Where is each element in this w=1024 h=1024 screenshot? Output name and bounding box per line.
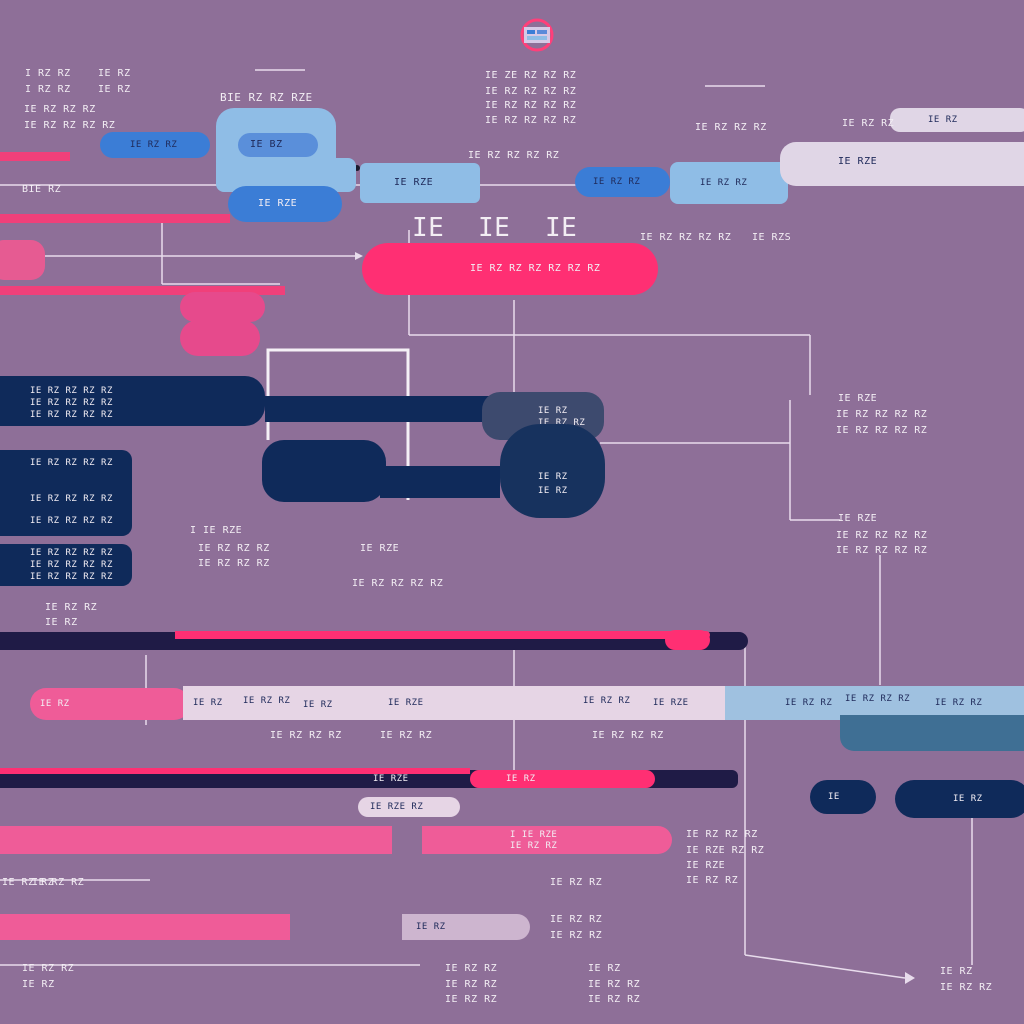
timeline-label-1: IE RZ RZ RZ bbox=[270, 730, 342, 741]
bottom-row-1a: IE RZ RZ bbox=[22, 963, 75, 974]
bottom-label-left: IE RZ RZ bbox=[2, 877, 55, 888]
pink-stack-b bbox=[180, 320, 260, 356]
label-d1: IE ZE RZ RZ RZ bbox=[485, 70, 577, 81]
navy-center-node-b[interactable]: IE RZ IE RZ bbox=[500, 424, 605, 518]
timeline-label-2: IE RZ RZ bbox=[380, 730, 433, 741]
label-h: BIE RZ bbox=[22, 184, 62, 195]
bottom-row-3b: IE RZ RZ bbox=[588, 979, 641, 990]
navy-row-3: IE RZ RZ RZ RZ IE RZ RZ RZ RZ IE RZ RZ R… bbox=[0, 544, 132, 586]
node-blue-top-left[interactable]: IE RZ RZ bbox=[100, 132, 210, 158]
node-right-light[interactable]: IE RZ RZ bbox=[670, 162, 788, 204]
bottom-label-r3: IE RZE bbox=[686, 860, 726, 871]
right-label-3: IE RZ RZ RZ RZ bbox=[836, 425, 928, 436]
bottom-label-left-b: IE RZ RZ bbox=[32, 877, 85, 888]
pink-stripe-2 bbox=[0, 214, 230, 223]
node-right-pale-b[interactable]: IE RZ bbox=[890, 108, 1024, 132]
navy-row-1: IE RZ RZ RZ RZ IE RZ RZ RZ RZ IE RZ RZ R… bbox=[0, 376, 265, 426]
label-d2: IE RZ RZ RZ RZ bbox=[485, 86, 577, 97]
bottom-row-3a: IE RZ bbox=[588, 963, 621, 974]
bottom-row-2b: IE RZ RZ bbox=[445, 979, 498, 990]
label-side-b: IE RZS bbox=[752, 232, 792, 243]
label-d3: IE RZ RZ RZ RZ bbox=[485, 100, 577, 111]
label-right-top: IE RZ RZ bbox=[842, 118, 895, 129]
timeline-pink-2 bbox=[0, 768, 470, 774]
label-a2: I RZ RZ bbox=[25, 84, 71, 95]
label-c: BIE RZ RZ RZE bbox=[220, 91, 313, 104]
bottom-row-2a: IE RZ RZ bbox=[445, 963, 498, 974]
pink-bar-lower-3 bbox=[0, 914, 290, 940]
node-right-blue[interactable]: IE RZ RZ bbox=[575, 167, 670, 197]
timeline-steel-bar bbox=[840, 715, 1024, 751]
mid-label-1: I IE RZE bbox=[190, 525, 243, 536]
app-logo-icon bbox=[518, 18, 556, 52]
bottom-row-4a: IE RZ bbox=[940, 966, 973, 977]
pink-pill-left[interactable]: IE RZ bbox=[30, 688, 190, 720]
label-b2: IE RZ bbox=[98, 84, 131, 95]
timeline-pink-1 bbox=[175, 631, 710, 639]
label-b1: IE RZ bbox=[98, 68, 131, 79]
node-mid-blue[interactable]: IE BZ bbox=[238, 133, 318, 157]
pink-bar-lower-2[interactable]: I IE RZE IE RZ RZ bbox=[422, 826, 672, 854]
pink-bar-lower-1 bbox=[0, 826, 392, 854]
timeline-pale-bar: IE RZ IE RZ RZ IE RZ IE RZE IE RZ RZ IE … bbox=[183, 686, 725, 720]
timeline-label-4: IE RZE bbox=[373, 774, 409, 784]
right-label-6: IE RZ RZ RZ RZ bbox=[836, 545, 928, 556]
pale-bar-lower[interactable]: IE RZ bbox=[402, 914, 530, 940]
label-side: IE RZ RZ RZ RZ bbox=[640, 232, 732, 243]
label-right-top-c: IE RZ RZ RZ RZ bbox=[468, 150, 560, 161]
mid-label-3: IE RZ RZ RZ bbox=[198, 558, 270, 569]
right-label-1: IE RZE bbox=[838, 393, 878, 404]
bottom-row-3c: IE RZ RZ bbox=[588, 994, 641, 1005]
right-label-2: IE RZ RZ RZ RZ bbox=[836, 409, 928, 420]
title-glyph-3: IE bbox=[545, 213, 578, 243]
bottom-label-center: IE RZ RZ bbox=[550, 877, 603, 888]
bottom-row-1b: IE RZ bbox=[22, 979, 55, 990]
node-blue-oval[interactable]: IE RZE bbox=[228, 186, 342, 222]
bottom-label-c1: IE RZ RZ bbox=[550, 914, 603, 925]
navy-row-2: IE RZ RZ RZ RZ IE RZ RZ RZ RZ IE RZ RZ R… bbox=[0, 450, 132, 536]
label-g: IE RZ RZ RZ RZ bbox=[24, 120, 116, 131]
label-a1: I RZ RZ bbox=[25, 68, 71, 79]
pink-stripe-3 bbox=[0, 286, 285, 295]
bottom-label-r2: IE RZE RZ RZ bbox=[686, 845, 765, 856]
timeline-light-blue-bar: IE RZ RZ IE RZ RZ RZ IE RZ RZ bbox=[725, 686, 1024, 720]
button-navy-wide[interactable]: IE RZ bbox=[895, 780, 1024, 818]
mid-label-4: IE RZE bbox=[360, 543, 400, 554]
right-label-5: IE RZ RZ RZ RZ bbox=[836, 530, 928, 541]
pink-stack-a bbox=[180, 292, 265, 322]
right-label-4: IE RZE bbox=[838, 513, 878, 524]
bottom-label-r1: IE RZ RZ RZ bbox=[686, 829, 758, 840]
bottom-row-2c: IE RZ RZ bbox=[445, 994, 498, 1005]
chip-pale[interactable]: IE RZE RZ bbox=[358, 797, 460, 817]
mid-label-2: IE RZ RZ RZ bbox=[198, 543, 270, 554]
title-glyph-1: IE bbox=[412, 213, 445, 243]
mid-label-7: IE RZ bbox=[45, 617, 78, 628]
node-pink-main[interactable]: IE RZ RZ RZ RZ RZ RZ bbox=[362, 243, 658, 295]
timeline-pink-dot bbox=[665, 630, 710, 650]
navy-beam-2 bbox=[380, 466, 500, 498]
timeline-label-3: IE RZ RZ RZ bbox=[592, 730, 664, 741]
timeline-pink-chip[interactable]: IE RZ bbox=[470, 770, 655, 788]
mid-label-5: IE RZ RZ RZ RZ bbox=[352, 578, 444, 589]
mid-label-6: IE RZ RZ bbox=[45, 602, 98, 613]
pink-node-left bbox=[0, 240, 45, 280]
label-right-top-b: IE RZ RZ RZ bbox=[695, 122, 767, 133]
node-center-light[interactable]: IE RZE bbox=[360, 163, 480, 203]
pink-stripe-1 bbox=[0, 152, 70, 161]
navy-block-mid bbox=[262, 440, 386, 502]
label-e: IE RZ RZ RZ RZ bbox=[485, 115, 577, 126]
bottom-label-r4: IE RZ RZ bbox=[686, 875, 739, 886]
title-glyph-2: IE bbox=[478, 213, 511, 243]
label-f: IE RZ RZ RZ bbox=[24, 104, 96, 115]
button-navy-small[interactable]: IE bbox=[810, 780, 876, 814]
node-right-pale[interactable]: IE RZE bbox=[780, 142, 1024, 186]
bottom-label-c2: IE RZ RZ bbox=[550, 930, 603, 941]
bottom-row-4b: IE RZ RZ bbox=[940, 982, 993, 993]
